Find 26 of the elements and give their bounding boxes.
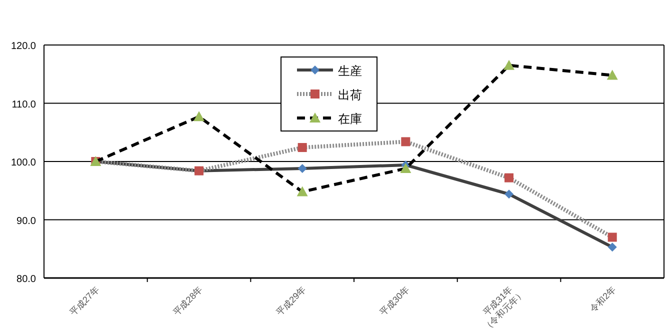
- y-tick-label: 90.0: [16, 216, 36, 227]
- point: [504, 60, 514, 70]
- point: [504, 173, 514, 182]
- x-tick-label: 平成28年: [171, 284, 204, 318]
- point: [504, 190, 514, 199]
- legend-label: 生産: [338, 64, 362, 78]
- y-tick-label: 110.0: [12, 99, 36, 110]
- x-tick-label: 平成30年: [378, 284, 412, 318]
- x-tick-label: 平成31年 （令和元年）: [481, 284, 526, 334]
- point: [606, 70, 618, 80]
- x-tick-label: 平成29年: [274, 284, 308, 318]
- y-tick-label: 80.0: [16, 274, 36, 285]
- legend-label: 在庫: [338, 112, 362, 126]
- x-tick-label: 令和2年: [588, 284, 618, 314]
- point: [400, 162, 412, 173]
- point: [298, 164, 307, 173]
- point: [608, 242, 617, 252]
- y-tick-label: 120.0: [10, 41, 36, 52]
- point: [296, 186, 308, 196]
- point: [298, 143, 307, 152]
- point: [608, 232, 617, 242]
- point: [194, 111, 204, 122]
- point: [401, 137, 410, 146]
- y-tick-label: 100.0: [10, 158, 36, 168]
- x-tick-label: 平成27年: [68, 284, 102, 318]
- legend-label: 出荷: [338, 88, 362, 102]
